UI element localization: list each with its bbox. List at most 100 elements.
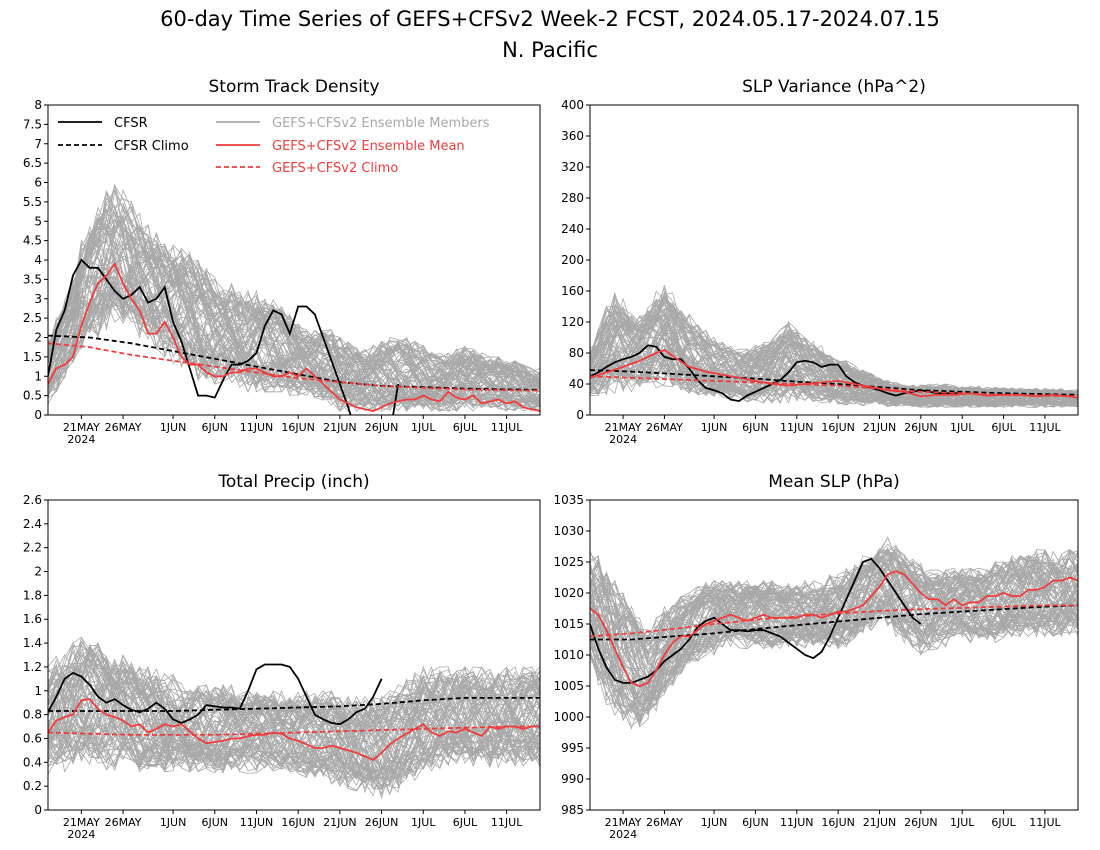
x-tick-label: 26MAY <box>105 816 142 829</box>
ensemble-member-line <box>48 222 540 410</box>
y-tick-label: 1.5 <box>23 350 42 364</box>
ensemble-member-line <box>590 564 1078 693</box>
y-tick-label: 1035 <box>553 493 584 507</box>
x-tick-label: 1JUN <box>701 816 728 829</box>
panel-title: SLP Variance (hPa^2) <box>742 77 926 97</box>
ensemble-member-line <box>590 548 1078 727</box>
series-line-cfsr <box>48 258 400 415</box>
ensemble-members <box>48 183 540 413</box>
panels: Storm Track Density 0 0.5 1 1.5 2 2.5 3 3.5 4 4.5 5… <box>23 77 1079 841</box>
x-tick-label: 1JUN <box>701 421 728 434</box>
ensemble-member-line <box>48 216 540 408</box>
y-tick-label: 0.5 <box>23 389 42 403</box>
ensemble-member-line <box>590 560 1078 712</box>
series-line-gefs-cfsv2-ensemble-mean <box>48 262 540 413</box>
ensemble-member-line <box>48 652 540 788</box>
series-line-cfsr <box>590 557 922 684</box>
legend-label: GEFS+CFSv2 Ensemble Members <box>272 116 490 131</box>
x-tick-label: 1JUL <box>411 421 436 434</box>
ensemble-member-line <box>590 341 1078 407</box>
y-tick-label: 0.6 <box>23 731 42 745</box>
legend: CFSR CFSR Climo GEFS+CFSv2 Ensemble Member… <box>58 116 490 176</box>
ensemble-member-line <box>590 551 1078 644</box>
x-tick-label: 11JUL <box>491 816 523 829</box>
y-tick-label: 1025 <box>553 555 584 569</box>
x-tick-label: 16JUN <box>281 421 315 434</box>
ensemble-member-line <box>48 673 540 793</box>
x-year-label: 2024 <box>67 828 95 841</box>
ensemble-member-line <box>48 665 540 782</box>
y-tick-label: 7 <box>34 137 42 151</box>
ensemble-member-line <box>590 567 1078 730</box>
ensemble-member-line <box>48 246 540 410</box>
ensemble-member-line <box>48 255 540 413</box>
ensemble-member-line <box>590 552 1078 652</box>
ensemble-member-line <box>48 653 540 790</box>
ensemble-member-line <box>48 252 540 411</box>
panel-4: Mean SLP (hPa) 985 990 995 1000 1005 1010 1015 1… <box>553 472 1079 841</box>
ensemble-member-line <box>48 659 540 788</box>
ensemble-member-line <box>48 202 540 412</box>
plot-frame <box>47 499 541 811</box>
x-tick-label: 21MAY <box>63 816 100 829</box>
y-tick-label: 1.4 <box>23 636 42 650</box>
x-tick-label: 11JUL <box>1029 421 1061 434</box>
x-tick-label: 26JUN <box>904 421 938 434</box>
ensemble-member-line <box>590 300 1078 406</box>
series-line-gefs-cfsv2-climo <box>590 604 1078 638</box>
series-line-gefs-cfsv2-climo <box>590 375 1078 398</box>
x-tick-label: 16JUN <box>281 816 315 829</box>
ensemble-member-line <box>48 265 540 406</box>
y-tick-label: 7.5 <box>23 117 42 131</box>
x-tick-label: 6JUN <box>202 421 229 434</box>
y-tick-label: 1.6 <box>23 612 42 626</box>
x-tick-label: 11JUN <box>780 816 814 829</box>
y-tick-label: 1.2 <box>23 660 42 674</box>
x-tick-label: 6JUL <box>991 816 1016 829</box>
ensemble-member-line <box>48 661 540 772</box>
y-tick-label: 1005 <box>553 679 584 693</box>
panel-1: Storm Track Density 0 0.5 1 1.5 2 2.5 3 3.5 4 4.5 5… <box>23 77 541 446</box>
x-tick-label: 1JUL <box>411 816 436 829</box>
legend-label: CFSR Climo <box>114 139 189 154</box>
x-tick-label: 26JUN <box>904 816 938 829</box>
ensemble-member-line <box>590 557 1078 660</box>
y-tick-label: 990 <box>561 772 584 786</box>
x-tick-label: 21MAY <box>605 421 642 434</box>
y-tick-label: 6.5 <box>23 156 42 170</box>
y-tick-label: 200 <box>561 253 584 267</box>
y-tick-label: 3 <box>34 292 42 306</box>
y-tick-label: 1 <box>34 684 42 698</box>
ensemble-member-line <box>590 310 1078 407</box>
y-tick-label: 1030 <box>553 524 584 538</box>
ensemble-member-line <box>48 665 540 787</box>
ensemble-members <box>590 285 1078 408</box>
x-tick-label: 26MAY <box>105 421 142 434</box>
x-tick-label: 11JUL <box>491 421 523 434</box>
ensemble-member-line <box>590 335 1078 408</box>
ensemble-member-line <box>590 549 1078 697</box>
ensemble-member-line <box>48 228 540 413</box>
panel-3: Total Precip (inch) 0 0.2 0.4 0.6 0.8 1 1.2 1.4 1… <box>23 472 541 841</box>
y-tick-label: 2.4 <box>23 517 42 531</box>
x-tick-label: 11JUN <box>780 421 814 434</box>
x-year-label: 2024 <box>67 433 95 446</box>
y-tick-label: 1000 <box>553 710 584 724</box>
y-tick-label: 6 <box>34 176 42 190</box>
series-group <box>48 663 540 761</box>
y-tick-label: 40 <box>569 377 584 391</box>
x-tick-label: 6JUL <box>453 421 478 434</box>
y-tick-label: 2 <box>34 331 42 345</box>
series-line-cfsr-climo <box>590 604 1078 641</box>
y-tick-label: 0 <box>576 408 584 422</box>
series-line-cfsr <box>48 663 383 726</box>
series-line-gefs-cfsv2-climo <box>48 725 540 736</box>
x-tick-label: 6JUL <box>991 421 1016 434</box>
y-tick-label: 280 <box>561 191 584 205</box>
panel-title: Total Precip (inch) <box>217 472 369 492</box>
figure-subtitle: N. Pacific <box>502 38 598 62</box>
series-line-gefs-cfsv2-climo <box>48 342 540 392</box>
x-tick-label: 21JUN <box>863 816 897 829</box>
panel-title: Mean SLP (hPa) <box>768 472 900 492</box>
